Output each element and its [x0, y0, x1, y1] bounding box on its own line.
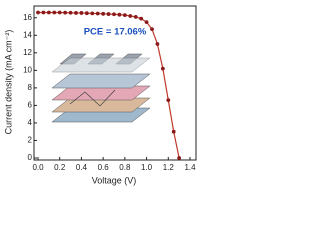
y-tick-label: 12: [23, 48, 32, 57]
data-point: [79, 11, 84, 15]
data-point: [171, 129, 176, 134]
x-tick-label: 1.0: [141, 163, 153, 172]
x-tick-label: 0.8: [119, 163, 131, 172]
y-tick-label: 4: [28, 118, 33, 127]
x-axis-label: Voltage (V): [92, 175, 137, 185]
data-point: [101, 11, 106, 16]
data-point: [57, 10, 62, 15]
layer-contact: [51, 73, 151, 89]
data-point: [155, 42, 160, 46]
inset-device: [51, 53, 151, 123]
data-point: [106, 12, 111, 16]
data-point: [95, 11, 100, 16]
data-point: [84, 11, 89, 16]
data-point: [160, 66, 165, 71]
y-tick-label: 10: [23, 65, 32, 74]
y-tick-label: 14: [23, 30, 32, 39]
x-tick-label: 0.0: [32, 163, 44, 172]
y-tick-label: 6: [28, 101, 33, 110]
data-point: [122, 13, 127, 18]
data-point: [41, 10, 46, 15]
data-point: [117, 12, 122, 17]
x-tick-label: 0.4: [76, 163, 88, 172]
data-point: [90, 11, 95, 16]
y-tick-label: 2: [28, 136, 33, 145]
data-point: [46, 10, 51, 15]
pce-annotation: PCE = 17.06%: [84, 27, 147, 38]
charge-path: [69, 89, 116, 107]
data-point: [112, 12, 116, 17]
x-tick-label: 1.2: [163, 163, 175, 172]
data-point: [63, 10, 68, 15]
y-tick-label: 0: [28, 153, 33, 162]
x-tick-label: 0.2: [54, 163, 66, 172]
data-point: [128, 14, 133, 18]
y-axis-label: Current density (mA cm⁻²): [3, 30, 13, 135]
plot-frame: [33, 5, 197, 161]
y-tick-label: 8: [28, 83, 33, 92]
x-tick-label: 0.6: [98, 163, 110, 172]
data-point: [150, 27, 154, 32]
y-tick-label: 16: [23, 13, 32, 22]
data-point: [133, 14, 138, 19]
x-tick-label: 1.4: [184, 163, 196, 172]
data-point: [139, 16, 144, 21]
chart: PCE = 17.06% Voltage (V) Current density…: [3, 5, 197, 185]
data-point: [36, 10, 40, 15]
data-point: [68, 10, 73, 15]
layer-top: [51, 57, 151, 73]
data-point: [166, 98, 171, 103]
data-point: [74, 11, 78, 15]
data-point: [177, 156, 182, 160]
data-point: [52, 10, 57, 15]
data-point: [144, 20, 149, 25]
